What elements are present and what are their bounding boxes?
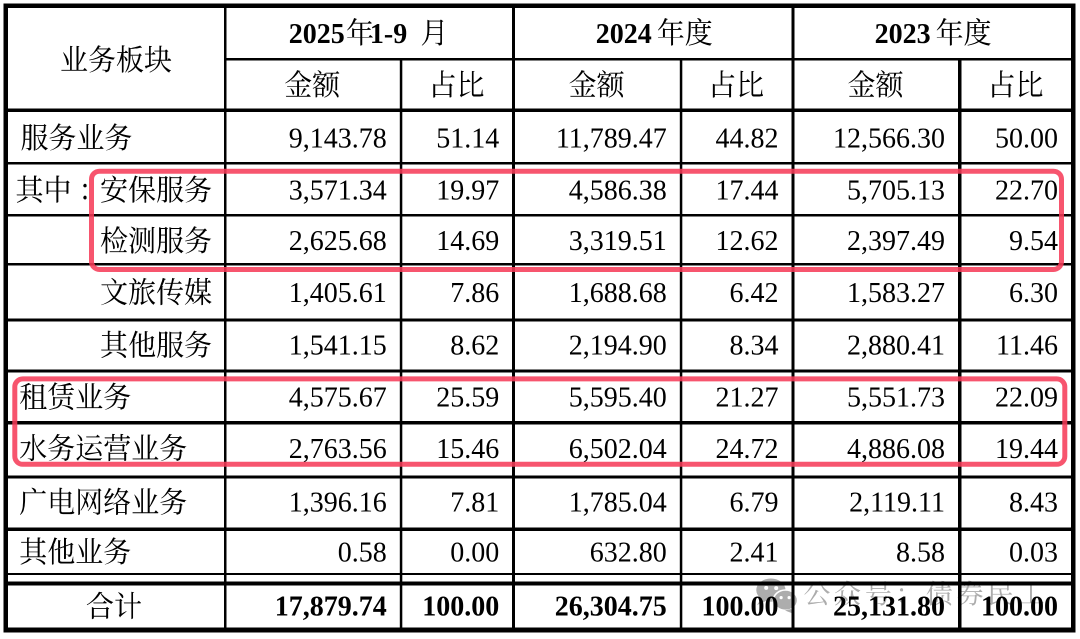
svg-text:0.58: 0.58 xyxy=(338,537,387,568)
svg-text:26,304.75: 26,304.75 xyxy=(555,592,667,623)
svg-text:14.69: 14.69 xyxy=(436,226,499,257)
svg-text:51.14: 51.14 xyxy=(436,123,499,154)
svg-text:2023: 2023 xyxy=(875,19,931,50)
svg-text:1,541.15: 1,541.15 xyxy=(289,331,387,362)
svg-text:1,688.68: 1,688.68 xyxy=(569,278,667,309)
svg-text:2,194.90: 2,194.90 xyxy=(569,331,667,362)
svg-text:1,405.61: 1,405.61 xyxy=(289,278,387,309)
svg-text:11.46: 11.46 xyxy=(996,331,1058,362)
svg-text:100.00: 100.00 xyxy=(981,592,1058,623)
svg-text:12.62: 12.62 xyxy=(716,226,779,257)
svg-text:4,575.67: 4,575.67 xyxy=(289,383,387,414)
svg-text:9.54: 9.54 xyxy=(1009,226,1058,257)
svg-text:4,586.38: 4,586.38 xyxy=(569,175,667,206)
svg-text:17.44: 17.44 xyxy=(716,175,779,206)
svg-text:2025: 2025 xyxy=(289,19,345,50)
svg-text:44.82: 44.82 xyxy=(716,123,779,154)
svg-text:8.58: 8.58 xyxy=(896,537,945,568)
svg-text:21.27: 21.27 xyxy=(716,383,779,414)
svg-text:100.00: 100.00 xyxy=(702,592,779,623)
svg-text:19.97: 19.97 xyxy=(436,175,499,206)
svg-text:12,566.30: 12,566.30 xyxy=(833,123,945,154)
svg-text:25,131.80: 25,131.80 xyxy=(833,592,945,623)
svg-text:632.80: 632.80 xyxy=(590,537,667,568)
svg-text:2.41: 2.41 xyxy=(730,537,779,568)
svg-text:2,119.11: 2,119.11 xyxy=(849,488,945,519)
svg-text:6.30: 6.30 xyxy=(1009,278,1058,309)
svg-text:5,595.40: 5,595.40 xyxy=(569,383,667,414)
svg-text:8.62: 8.62 xyxy=(450,331,499,362)
svg-text:2,397.49: 2,397.49 xyxy=(847,226,945,257)
svg-text:2024: 2024 xyxy=(596,19,652,50)
svg-text:6.79: 6.79 xyxy=(730,488,779,519)
svg-text:2,763.56: 2,763.56 xyxy=(289,434,387,465)
svg-text:7.81: 7.81 xyxy=(450,488,499,519)
svg-text:50.00: 50.00 xyxy=(995,123,1058,154)
svg-text:17,879.74: 17,879.74 xyxy=(275,592,387,623)
svg-text:6.42: 6.42 xyxy=(730,278,779,309)
svg-text:1,785.04: 1,785.04 xyxy=(569,488,667,519)
svg-text:15.46: 15.46 xyxy=(436,434,499,465)
svg-text:100.00: 100.00 xyxy=(422,592,499,623)
svg-text:0.00: 0.00 xyxy=(450,537,499,568)
svg-text:19.44: 19.44 xyxy=(995,434,1058,465)
svg-text:1-9: 1-9 xyxy=(370,19,407,50)
svg-text:8.34: 8.34 xyxy=(730,331,779,362)
svg-text:25.59: 25.59 xyxy=(436,383,499,414)
svg-text:1,396.16: 1,396.16 xyxy=(289,488,387,519)
svg-text:3,571.34: 3,571.34 xyxy=(289,175,387,206)
svg-text:2,625.68: 2,625.68 xyxy=(289,226,387,257)
svg-text:24.72: 24.72 xyxy=(716,434,779,465)
svg-text:6,502.04: 6,502.04 xyxy=(569,434,667,465)
svg-text:22.70: 22.70 xyxy=(995,175,1058,206)
svg-text:5,551.73: 5,551.73 xyxy=(847,383,945,414)
svg-text:9,143.78: 9,143.78 xyxy=(289,123,387,154)
svg-text:22.09: 22.09 xyxy=(995,383,1058,414)
svg-text:4,886.08: 4,886.08 xyxy=(847,434,945,465)
svg-text:3,319.51: 3,319.51 xyxy=(569,226,667,257)
svg-text:2,880.41: 2,880.41 xyxy=(847,331,945,362)
svg-text:11,789.47: 11,789.47 xyxy=(556,123,667,154)
svg-text:8.43: 8.43 xyxy=(1009,488,1058,519)
svg-text:5,705.13: 5,705.13 xyxy=(847,175,945,206)
svg-text:7.86: 7.86 xyxy=(450,278,499,309)
svg-text:1,583.27: 1,583.27 xyxy=(847,278,945,309)
svg-text:0.03: 0.03 xyxy=(1009,537,1058,568)
